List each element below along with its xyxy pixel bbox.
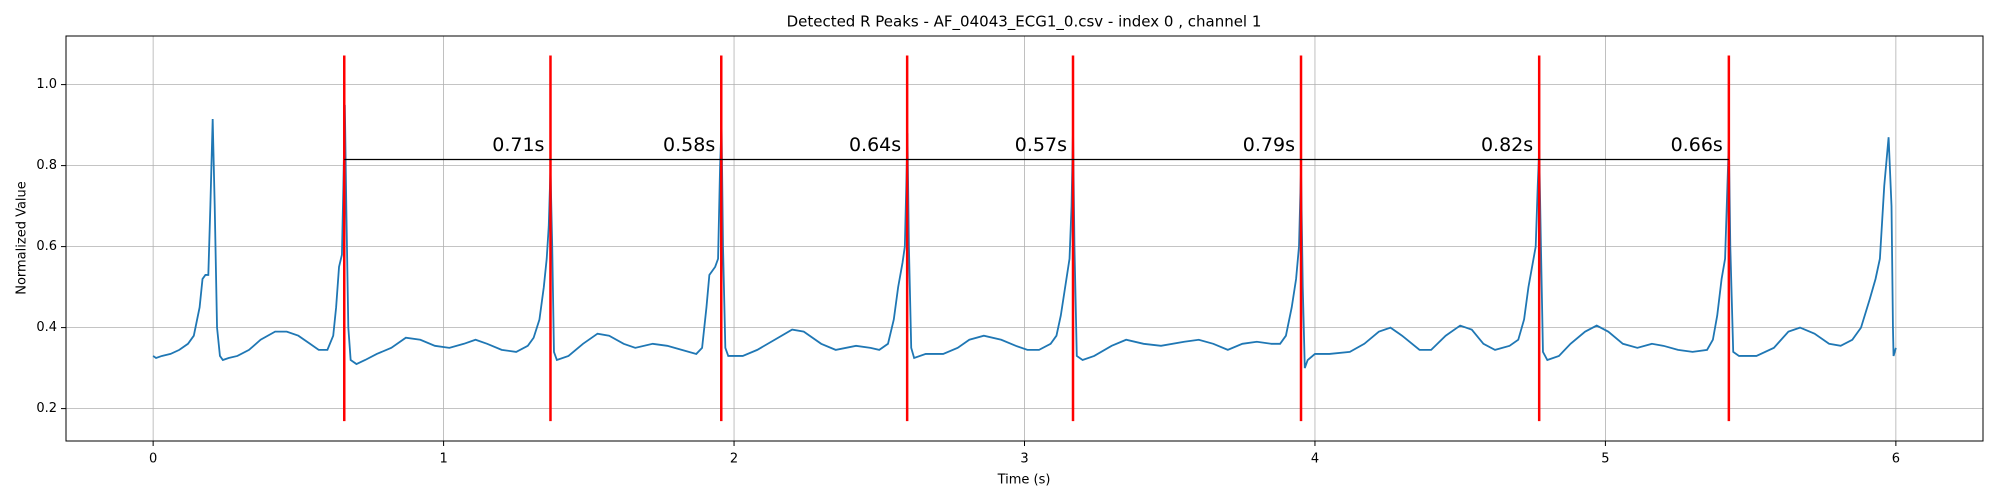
x-tick-label: 1 — [439, 452, 447, 467]
x-tick-label: 0 — [149, 452, 157, 467]
chart-title: Detected R Peaks - AF_04043_ECG1_0.csv -… — [787, 13, 1262, 32]
rr-interval-label: 0.57s — [1015, 134, 1067, 156]
rr-interval-label: 0.66s — [1671, 134, 1723, 156]
ecg-line — [152, 104, 1897, 369]
rr-interval-label: 0.58s — [663, 134, 715, 156]
x-axis-label: Time (s) — [997, 473, 1051, 488]
y-tick-label: 0.4 — [36, 320, 57, 335]
rr-interval-label: 0.71s — [492, 134, 544, 156]
y-axis-label: Normalized Value — [15, 181, 30, 295]
x-tick-label: 3 — [1020, 452, 1028, 467]
x-tick-label: 2 — [730, 452, 738, 467]
y-tick-label: 1.0 — [36, 77, 57, 92]
x-tick-label: 5 — [1601, 452, 1609, 467]
y-tick-label: 0.2 — [36, 401, 57, 416]
y-tick-label: 0.8 — [36, 158, 57, 173]
x-tick-label: 4 — [1311, 452, 1319, 467]
rr-interval-label: 0.64s — [849, 134, 901, 156]
plot-frame — [65, 35, 1984, 442]
rr-interval-label: 0.79s — [1243, 134, 1295, 156]
rr-interval-label: 0.82s — [1481, 134, 1533, 156]
x-tick-label: 6 — [1892, 452, 1900, 467]
y-tick-label: 0.6 — [36, 239, 57, 254]
